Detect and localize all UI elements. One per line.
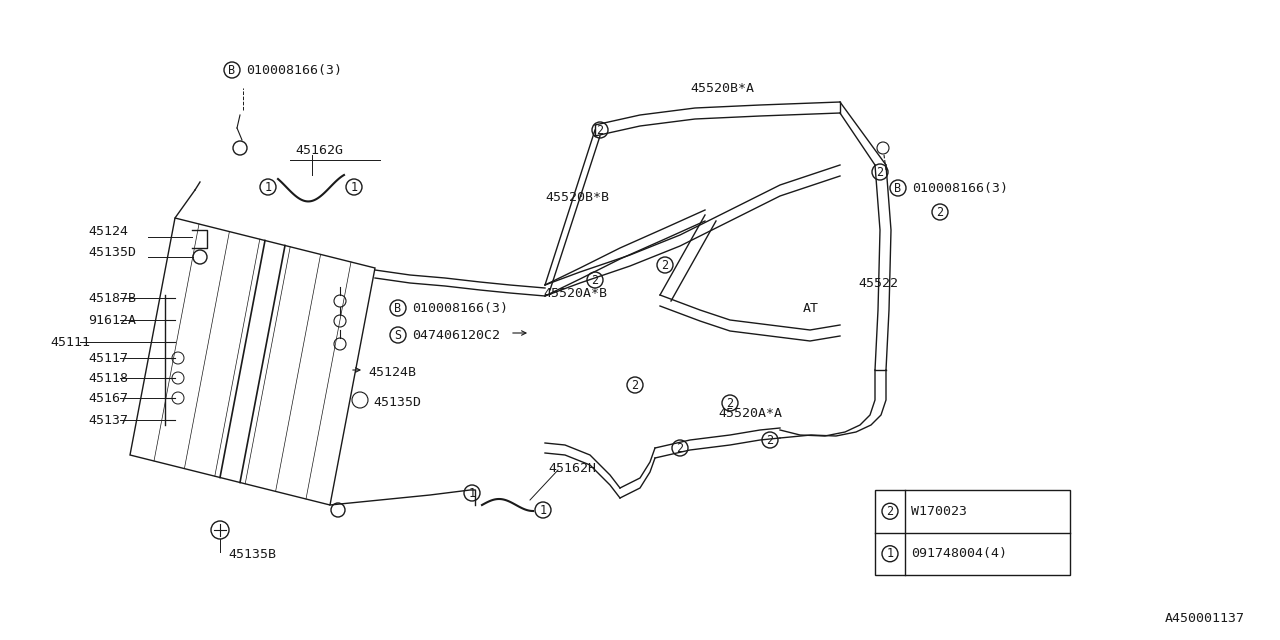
- Text: 1: 1: [265, 180, 271, 193]
- Text: 45137: 45137: [88, 413, 128, 426]
- Text: 2: 2: [937, 205, 943, 218]
- Text: 010008166(3): 010008166(3): [412, 301, 508, 314]
- Text: 45117: 45117: [88, 351, 128, 365]
- Text: 45135B: 45135B: [228, 548, 276, 561]
- Text: 2: 2: [767, 433, 773, 447]
- Text: 2: 2: [596, 124, 604, 136]
- Text: S: S: [394, 328, 402, 342]
- Text: 010008166(3): 010008166(3): [913, 182, 1009, 195]
- Text: 091748004(4): 091748004(4): [911, 547, 1007, 560]
- Text: 1: 1: [887, 547, 893, 560]
- Text: 2: 2: [887, 505, 893, 518]
- Text: 047406120C2: 047406120C2: [412, 328, 500, 342]
- Text: B: B: [895, 182, 901, 195]
- Text: 2: 2: [591, 273, 599, 287]
- Text: 010008166(3): 010008166(3): [246, 63, 342, 77]
- Text: 45520B*B: 45520B*B: [545, 191, 609, 204]
- Text: 1: 1: [351, 180, 357, 193]
- Text: 45135D: 45135D: [372, 396, 421, 408]
- Text: W170023: W170023: [911, 505, 966, 518]
- Text: 45111: 45111: [50, 335, 90, 349]
- Text: B: B: [228, 63, 236, 77]
- Text: 45187B: 45187B: [88, 291, 136, 305]
- Text: 2: 2: [676, 442, 684, 454]
- Text: 45520A*A: 45520A*A: [718, 406, 782, 419]
- Text: 2: 2: [877, 166, 883, 179]
- Text: 45522: 45522: [858, 276, 899, 289]
- Text: A450001137: A450001137: [1165, 612, 1245, 625]
- Text: 45124B: 45124B: [369, 365, 416, 378]
- Text: 2: 2: [727, 397, 733, 410]
- Text: 2: 2: [662, 259, 668, 271]
- Text: 45135D: 45135D: [88, 246, 136, 259]
- Text: 45124: 45124: [88, 225, 128, 237]
- Text: 91612A: 91612A: [88, 314, 136, 326]
- Bar: [876, 490, 1070, 575]
- Text: 45520A*B: 45520A*B: [543, 287, 607, 300]
- Text: 45162H: 45162H: [548, 461, 596, 474]
- Text: 1: 1: [539, 504, 547, 516]
- Text: AT: AT: [803, 301, 819, 314]
- Text: 1: 1: [468, 486, 476, 499]
- Text: 45520B*A: 45520B*A: [690, 81, 754, 95]
- Text: 45167: 45167: [88, 392, 128, 404]
- Text: 45118: 45118: [88, 371, 128, 385]
- Text: 2: 2: [631, 378, 639, 392]
- Text: 45162G: 45162G: [294, 144, 343, 157]
- Text: B: B: [394, 301, 402, 314]
